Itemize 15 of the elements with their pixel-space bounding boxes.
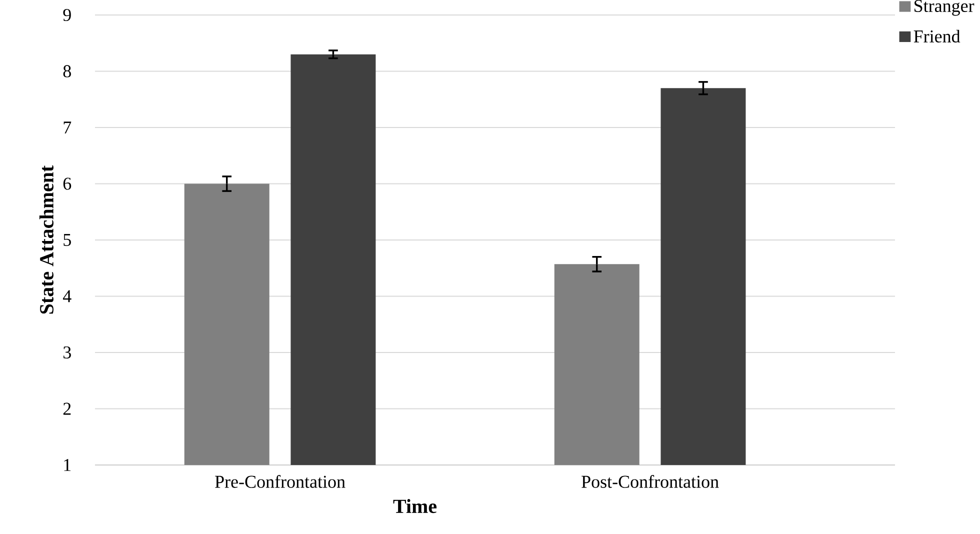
y-tick-label: 4 <box>62 290 72 302</box>
x-tick-label: Pre-Confrontation <box>215 475 346 488</box>
y-tick-label: 3 <box>63 346 71 359</box>
y-tick-label: 1 <box>64 459 71 471</box>
x-axis-title: Time <box>393 499 437 514</box>
legend-label: Friend <box>914 30 960 42</box>
y-tick-label: 6 <box>63 178 72 190</box>
legend-label: Stranger <box>914 0 974 16</box>
y-tick-label: 7 <box>64 122 72 134</box>
y-tick-label: 8 <box>63 65 71 78</box>
y-tick-label: 9 <box>63 8 71 22</box>
y-tick-label: 5 <box>64 234 71 246</box>
y-axis-title: State Attachment <box>39 165 54 314</box>
x-tick-label: Post-Confrontation <box>582 475 719 488</box>
y-tick-label: 2 <box>63 402 71 415</box>
